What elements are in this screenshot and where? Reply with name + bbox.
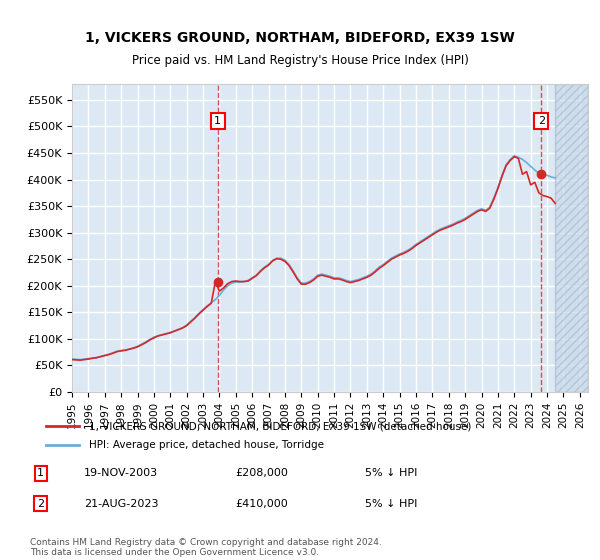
Text: 19-NOV-2003: 19-NOV-2003 bbox=[84, 468, 158, 478]
Text: Price paid vs. HM Land Registry's House Price Index (HPI): Price paid vs. HM Land Registry's House … bbox=[131, 54, 469, 67]
Text: £410,000: £410,000 bbox=[235, 498, 288, 508]
Text: 2: 2 bbox=[538, 116, 545, 126]
Text: 1: 1 bbox=[37, 468, 44, 478]
Text: £208,000: £208,000 bbox=[235, 468, 288, 478]
Text: 5% ↓ HPI: 5% ↓ HPI bbox=[365, 468, 417, 478]
Text: 5% ↓ HPI: 5% ↓ HPI bbox=[365, 498, 417, 508]
Text: 1, VICKERS GROUND, NORTHAM, BIDEFORD, EX39 1SW: 1, VICKERS GROUND, NORTHAM, BIDEFORD, EX… bbox=[85, 31, 515, 45]
Text: 1, VICKERS GROUND, NORTHAM, BIDEFORD, EX39 1SW (detached house): 1, VICKERS GROUND, NORTHAM, BIDEFORD, EX… bbox=[89, 421, 472, 431]
Bar bbox=[555, 84, 588, 392]
Text: Contains HM Land Registry data © Crown copyright and database right 2024.
This d: Contains HM Land Registry data © Crown c… bbox=[30, 538, 382, 557]
Text: HPI: Average price, detached house, Torridge: HPI: Average price, detached house, Torr… bbox=[89, 440, 325, 450]
Text: 1: 1 bbox=[214, 116, 221, 126]
Text: 21-AUG-2023: 21-AUG-2023 bbox=[84, 498, 158, 508]
Text: 2: 2 bbox=[37, 498, 44, 508]
